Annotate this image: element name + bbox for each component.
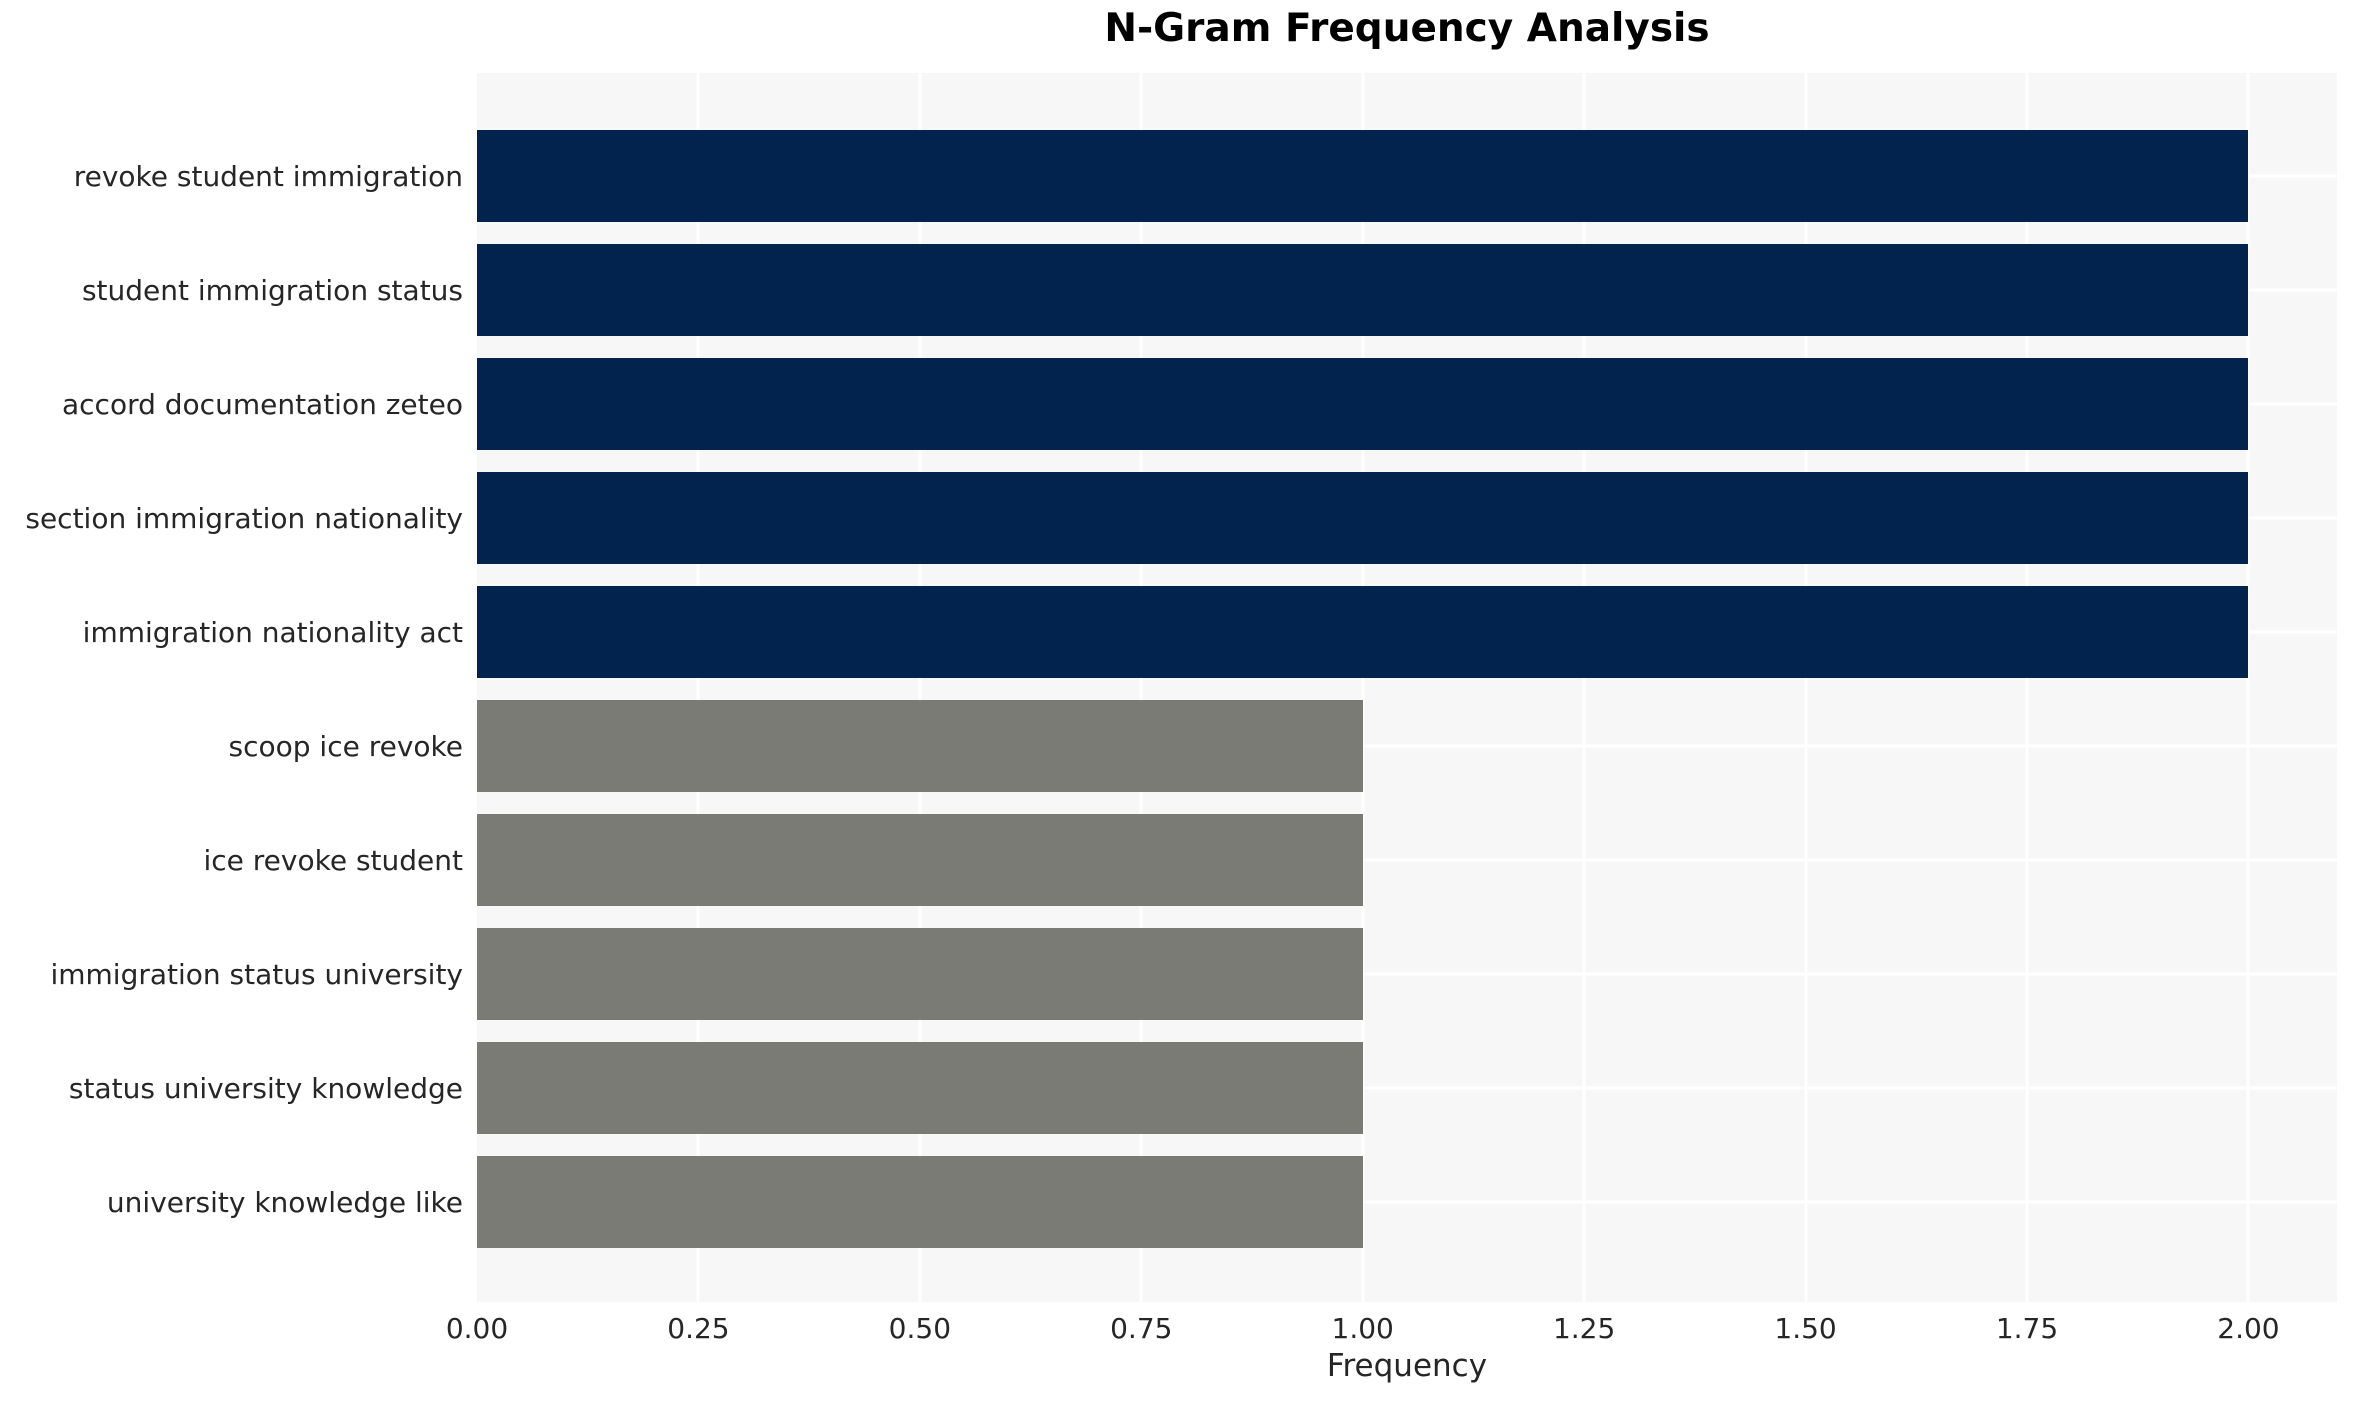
bar bbox=[477, 1156, 1363, 1248]
x-axis-tick-label: 0.50 bbox=[888, 1312, 952, 1345]
y-axis-label: immigration nationality act bbox=[82, 615, 463, 649]
bar-row bbox=[477, 803, 2337, 917]
chart-title: N-Gram Frequency Analysis bbox=[1104, 6, 1710, 51]
vertical-gridline bbox=[1139, 73, 1143, 1302]
bar bbox=[477, 814, 1363, 906]
vertical-gridline bbox=[918, 73, 922, 1302]
x-axis-tick-label: 1.00 bbox=[1331, 1312, 1394, 1345]
horizontal-gridline bbox=[477, 1200, 2337, 1204]
plot-area bbox=[477, 73, 2337, 1302]
horizontal-gridline bbox=[477, 972, 2337, 976]
vertical-gridline bbox=[1361, 73, 1365, 1302]
x-axis: 0.00 0.25 0.50 0.75 1.00 1.25 1.50 1.75 2.00 bbox=[446, 1312, 2337, 1348]
bar bbox=[477, 130, 2249, 222]
y-axis: revoke student immigration student immigr… bbox=[0, 73, 463, 1302]
bar bbox=[477, 700, 1363, 792]
x-axis-tick-label: 0.25 bbox=[667, 1312, 730, 1345]
y-axis-label: section immigration nationality bbox=[25, 501, 463, 535]
vertical-gridline bbox=[1804, 73, 1808, 1302]
vertical-gridline bbox=[2025, 73, 2029, 1302]
bar-row bbox=[477, 461, 2337, 575]
y-axis-label: immigration status university bbox=[50, 957, 463, 991]
bar-row bbox=[477, 119, 2337, 233]
x-axis-label: Frequency bbox=[1326, 1348, 1488, 1384]
x-axis-tick-label: 0.75 bbox=[1110, 1312, 1173, 1345]
bar bbox=[477, 586, 2249, 678]
bar-row bbox=[477, 689, 2337, 803]
vertical-gridline bbox=[1582, 73, 1586, 1302]
bar-row bbox=[477, 1145, 2337, 1259]
y-axis-label: scoop ice revoke bbox=[228, 729, 464, 763]
bar bbox=[477, 358, 2249, 450]
y-axis-label: ice revoke student bbox=[203, 843, 463, 877]
y-axis-label: accord documentation zeteo bbox=[62, 387, 463, 421]
bar-row bbox=[477, 917, 2337, 1031]
x-axis-tick-label: 1.50 bbox=[1774, 1312, 1837, 1345]
horizontal-gridline bbox=[477, 744, 2337, 748]
vertical-gridline bbox=[696, 73, 700, 1302]
y-axis-label: status university knowledge bbox=[68, 1071, 463, 1105]
bar-row bbox=[477, 233, 2337, 347]
y-axis-label: revoke student immigration bbox=[73, 159, 463, 193]
bar-row bbox=[477, 575, 2337, 689]
x-axis-tick-label: 0.00 bbox=[445, 1312, 509, 1345]
bar bbox=[477, 928, 1363, 1020]
horizontal-gridline bbox=[477, 1086, 2337, 1090]
bar-row bbox=[477, 347, 2337, 461]
bar bbox=[477, 1042, 1363, 1134]
bar bbox=[477, 472, 2249, 564]
bar-row bbox=[477, 1031, 2337, 1145]
x-axis-tick-label: 1.75 bbox=[1995, 1312, 2059, 1345]
bar bbox=[477, 244, 2249, 336]
horizontal-gridline bbox=[477, 858, 2337, 862]
bar-rows bbox=[477, 73, 2337, 1302]
x-axis-tick-label: 1.25 bbox=[1552, 1312, 1616, 1345]
x-axis-tick-label: 2.00 bbox=[2217, 1312, 2280, 1345]
vertical-gridline bbox=[2246, 73, 2250, 1302]
y-axis-label: student immigration status bbox=[81, 273, 463, 307]
y-axis-label: university knowledge like bbox=[106, 1185, 463, 1219]
